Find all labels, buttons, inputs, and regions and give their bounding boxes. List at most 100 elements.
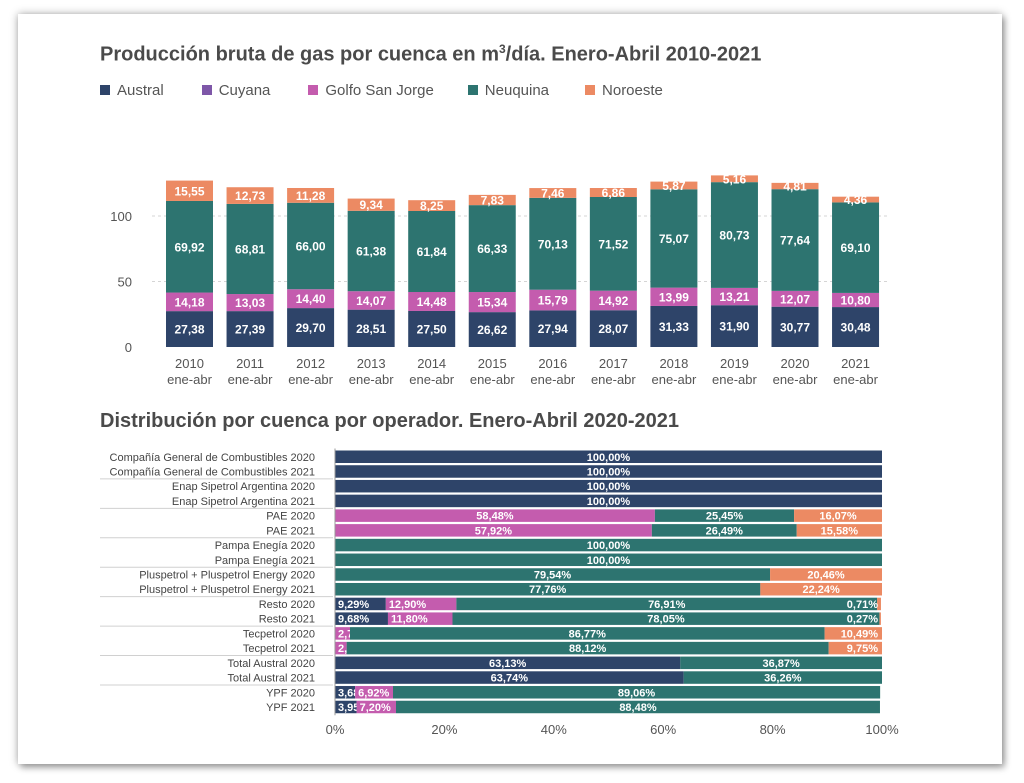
data-label: 29,70 bbox=[296, 321, 326, 335]
x-tick-label: 60% bbox=[650, 722, 676, 737]
data-label: 9,68% bbox=[338, 614, 369, 626]
data-label: 66,00 bbox=[296, 239, 326, 253]
bar-segment bbox=[335, 700, 357, 714]
data-label: 22,24% bbox=[803, 584, 841, 596]
x-tick-sublabel: ene-abr bbox=[591, 372, 636, 387]
data-label: 14,07 bbox=[356, 294, 386, 308]
bar-segment bbox=[650, 189, 698, 288]
legend-label-noroeste: Noroeste bbox=[602, 81, 663, 99]
data-label: 14,92 bbox=[598, 294, 628, 308]
x-tick-label: 0% bbox=[326, 722, 345, 737]
bar-segment bbox=[355, 686, 393, 699]
bar-segment bbox=[879, 612, 881, 625]
data-label: 100,00% bbox=[587, 466, 631, 478]
bar-segment bbox=[710, 182, 758, 288]
x-tick-label: 2019 bbox=[720, 356, 749, 371]
bar-segment bbox=[710, 287, 758, 306]
bar-segment bbox=[226, 203, 274, 295]
bar-segment bbox=[452, 612, 880, 625]
x-tick-label: 2016 bbox=[538, 356, 567, 371]
data-label: 63,74% bbox=[491, 673, 529, 685]
data-label: 100,00% bbox=[587, 555, 631, 567]
bar-segment bbox=[335, 641, 347, 655]
data-label: 88,12% bbox=[569, 643, 607, 655]
legend-swatch-golfo-san-jorge bbox=[308, 85, 319, 95]
data-label: 12,07 bbox=[780, 292, 810, 306]
data-label: 14,48 bbox=[417, 295, 447, 309]
bar-segment bbox=[346, 641, 829, 655]
row-label: Enap Sipetrol Argentina 2020 bbox=[172, 481, 315, 493]
bar-segment bbox=[832, 196, 880, 203]
bar-segment bbox=[347, 309, 395, 347]
data-label: 9,34 bbox=[359, 198, 383, 212]
data-label: 16,07% bbox=[819, 511, 857, 523]
bar-segment bbox=[877, 597, 881, 611]
data-label: 70,13 bbox=[538, 237, 568, 251]
legend-item-cuyana[interactable]: Cuyana bbox=[201, 82, 270, 99]
bar-segment bbox=[347, 291, 395, 310]
data-label: 100,00% bbox=[587, 540, 631, 552]
data-label: 0,27% bbox=[847, 614, 878, 626]
x-tick-sublabel: ene-abr bbox=[228, 372, 273, 387]
data-label: 30,48 bbox=[841, 321, 871, 335]
row-label: Total Austral 2021 bbox=[228, 673, 315, 685]
x-tick-sublabel: ene-abr bbox=[712, 372, 757, 387]
data-label: 28,51 bbox=[356, 322, 386, 336]
bar-segment bbox=[335, 656, 681, 670]
bar-segment bbox=[529, 289, 577, 311]
bar-segment bbox=[347, 210, 395, 292]
bar-segment bbox=[395, 700, 880, 714]
legend-label-golfo-san-jorge: Golfo San Jorge bbox=[325, 81, 434, 99]
data-label: 25,45% bbox=[706, 511, 744, 523]
data-label: 7,83 bbox=[481, 194, 505, 208]
data-label: 13,03 bbox=[235, 296, 265, 310]
data-label: 31,90 bbox=[719, 320, 749, 334]
bar-segment bbox=[335, 686, 356, 699]
x-tick-label: 20% bbox=[431, 722, 457, 737]
legend-swatch-noroeste bbox=[585, 85, 596, 95]
data-label: 57,92% bbox=[475, 525, 513, 537]
x-tick-sublabel: ene-abr bbox=[773, 372, 818, 387]
bar-segment bbox=[347, 198, 395, 211]
bar-segment bbox=[335, 479, 882, 493]
legend-swatch-austral bbox=[100, 85, 110, 95]
bar-segment bbox=[349, 627, 825, 640]
bar-segment bbox=[650, 287, 698, 306]
legend-item-austral[interactable]: Austral bbox=[100, 82, 164, 99]
x-tick-label: 80% bbox=[760, 722, 786, 737]
x-tick-sublabel: ene-abr bbox=[167, 372, 212, 387]
legend-item-golfo-san-jorge[interactable]: Golfo San Jorge bbox=[308, 81, 434, 99]
data-label: 78,05% bbox=[647, 614, 685, 626]
bar-segment bbox=[824, 627, 882, 640]
row-label: Total Austral 2020 bbox=[228, 658, 315, 670]
bar-segment bbox=[589, 290, 637, 311]
bar-segment bbox=[832, 307, 880, 347]
data-label: 5,16 bbox=[723, 172, 747, 186]
bar-segment bbox=[651, 524, 797, 537]
data-label: 27,39 bbox=[235, 323, 265, 337]
data-label: 28,07 bbox=[598, 322, 628, 336]
row-label: Resto 2021 bbox=[259, 614, 315, 626]
bar-segment bbox=[468, 194, 516, 206]
bar-segment bbox=[529, 188, 577, 198]
data-label: 58,48% bbox=[476, 511, 514, 523]
data-label: 27,50 bbox=[417, 322, 447, 336]
data-label: 10,80 bbox=[841, 293, 871, 307]
data-label: 11,80% bbox=[391, 614, 428, 626]
row-label: Resto 2020 bbox=[259, 599, 315, 611]
legend-item-neuquina[interactable]: Neuquina bbox=[467, 82, 549, 99]
x-tick-label: 40% bbox=[541, 722, 567, 737]
data-label: 12,90% bbox=[389, 599, 427, 611]
bar-segment bbox=[408, 292, 456, 311]
bar-segment bbox=[335, 465, 882, 478]
bar-segment bbox=[335, 524, 652, 537]
bar-segment bbox=[710, 305, 758, 347]
row-label: Enap Sipetrol Argentina 2021 bbox=[172, 496, 315, 508]
legend-label-austral: Austral bbox=[117, 81, 164, 99]
bar-segment bbox=[770, 568, 882, 581]
bar-segment bbox=[589, 310, 637, 347]
data-label: 61,84 bbox=[417, 245, 447, 259]
legend-swatch-cuyana bbox=[201, 85, 212, 95]
legend-item-noroeste[interactable]: Noroeste bbox=[585, 82, 663, 99]
